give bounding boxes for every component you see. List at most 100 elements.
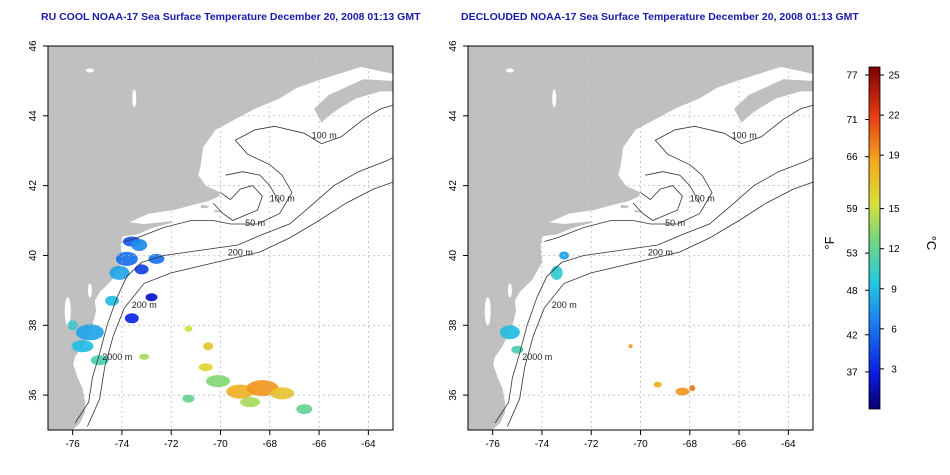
sst-patch <box>240 397 261 408</box>
contour-100m <box>544 104 814 242</box>
marthas-vineyard-island <box>620 204 630 209</box>
lat-tick-label: 38 <box>28 319 39 331</box>
sst-patch <box>206 375 230 388</box>
lake-spot <box>85 68 94 73</box>
right-sst-map: 100 m 100 m 50 m 200 m 200 m 2000 m -76 -74 -72 -… <box>448 40 814 450</box>
sst-patch <box>124 313 139 324</box>
contour-100m-inner <box>225 171 280 204</box>
colorbar-fahrenheit-tick-label: 42 <box>846 330 858 341</box>
delaware-bay <box>87 283 92 298</box>
land-mass <box>468 46 813 430</box>
delaware-bay <box>507 283 512 298</box>
lat-tick-label: 44 <box>448 110 459 122</box>
lon-tick-label: -76 <box>485 439 500 450</box>
colorbar-celsius-tick-label: 3 <box>891 364 897 375</box>
colorbar-celsius-tick-label: 19 <box>888 151 900 162</box>
lon-tick-label: -72 <box>584 439 599 450</box>
colorbar-celsius-tick-label: 15 <box>888 204 900 215</box>
lat-tick-label: 42 <box>448 180 459 192</box>
contour-label: 100 m <box>690 193 715 203</box>
sst-patch <box>628 344 633 349</box>
land-mass <box>48 46 393 430</box>
sst-patch <box>71 340 94 353</box>
sst-patch <box>67 320 78 331</box>
sst-patch <box>109 265 130 280</box>
contour-200m <box>494 157 814 424</box>
contour-label: 2000 m <box>522 352 552 362</box>
lon-tick-label: -66 <box>732 439 747 450</box>
sst-patch <box>550 265 563 280</box>
colorbar-fahrenheit-tick-label: 71 <box>846 115 858 126</box>
sst-patch <box>134 264 149 275</box>
sst-patch <box>499 325 520 340</box>
sst-patch <box>296 404 313 415</box>
temperature-colorbar: 25 22 19 15 12 9 6 3 77 71 66 59 53 48 42 37 °F °C <box>822 66 939 410</box>
contour-2000m <box>87 181 394 427</box>
lon-tick-label: -70 <box>633 439 648 450</box>
contour-2000m <box>507 181 814 427</box>
lat-tick-label: 38 <box>448 319 459 331</box>
nova-scotia <box>314 79 393 123</box>
colorbar-celsius-tick-label: 22 <box>888 111 900 122</box>
sst-patch <box>184 325 193 332</box>
lat-tick-label: 46 <box>28 40 39 52</box>
colorbar-celsius-label: °C <box>924 236 939 251</box>
contour-label: 200 m <box>228 247 253 257</box>
contour-50m <box>212 185 263 221</box>
contour-label: 200 m <box>132 300 157 310</box>
marthas-vineyard-island <box>200 204 210 209</box>
colorbar-celsius-tick-label: 6 <box>891 324 897 335</box>
lon-tick-label: -68 <box>683 439 698 450</box>
lon-tick-label: -64 <box>361 439 376 450</box>
lat-tick-label: 46 <box>448 40 459 52</box>
colorbar-fahrenheit-tick-label: 59 <box>846 204 858 215</box>
contour-100m <box>124 104 394 242</box>
sst-patch <box>131 239 148 251</box>
lon-tick-label: -66 <box>312 439 327 450</box>
right-map-title: DECLOUDED NOAA-17 Sea Surface Temperatur… <box>461 11 859 23</box>
contour-label: 200 m <box>552 300 577 310</box>
sst-patch <box>198 363 213 372</box>
colorbar-celsius-tick-label: 25 <box>888 71 900 82</box>
lat-tick-label: 42 <box>28 180 39 192</box>
contour-label: 100 m <box>312 131 337 141</box>
sst-patch <box>203 342 214 351</box>
chesapeake-bay <box>484 297 491 326</box>
contour-label: 100 m <box>732 131 757 141</box>
contour-label: 2000 m <box>102 352 132 362</box>
sst-patch <box>115 251 138 266</box>
colorbar-fahrenheit-tick-label: 37 <box>846 367 858 378</box>
colorbar-fahrenheit-label: °F <box>822 236 837 249</box>
sst-patch <box>145 293 158 302</box>
sst-patch <box>675 387 690 396</box>
colorbar-fahrenheit-tick-label: 53 <box>846 249 858 260</box>
lake-champlain <box>552 89 557 108</box>
chesapeake-bay <box>64 297 71 326</box>
lon-tick-label: -72 <box>164 439 179 450</box>
colorbar-celsius-tick-label: 12 <box>888 244 900 255</box>
sst-patch <box>139 353 150 360</box>
lat-tick-label: 36 <box>28 389 39 401</box>
contour-label: 50 m <box>665 218 685 228</box>
lake-spot <box>505 68 514 73</box>
lat-tick-label: 40 <box>448 249 459 261</box>
lon-tick-label: -64 <box>781 439 796 450</box>
lat-tick-label: 44 <box>28 110 39 122</box>
contour-100m-inner <box>645 171 700 204</box>
lon-tick-label: -68 <box>263 439 278 450</box>
colorbar-celsius-tick-label: 9 <box>891 284 897 295</box>
nantucket-island <box>634 210 642 213</box>
contour-200m <box>74 157 394 424</box>
lat-tick-label: 36 <box>448 389 459 401</box>
lat-tick-label: 40 <box>28 249 39 261</box>
contour-label: 200 m <box>648 247 673 257</box>
left-sst-map: 100 m 100 m 50 m 200 m 200 m 2000 m -76 -74 -72 -… <box>28 40 394 450</box>
sst-patch <box>105 295 120 306</box>
lon-tick-label: -74 <box>115 439 130 450</box>
contour-50m <box>632 185 683 221</box>
lon-tick-label: -76 <box>65 439 80 450</box>
colorbar-fahrenheit-tick-label: 66 <box>846 152 858 163</box>
nantucket-island <box>214 210 222 213</box>
lon-tick-label: -74 <box>535 439 550 450</box>
left-map-title: RU COOL NOAA-17 Sea Surface Temperature … <box>41 11 421 23</box>
